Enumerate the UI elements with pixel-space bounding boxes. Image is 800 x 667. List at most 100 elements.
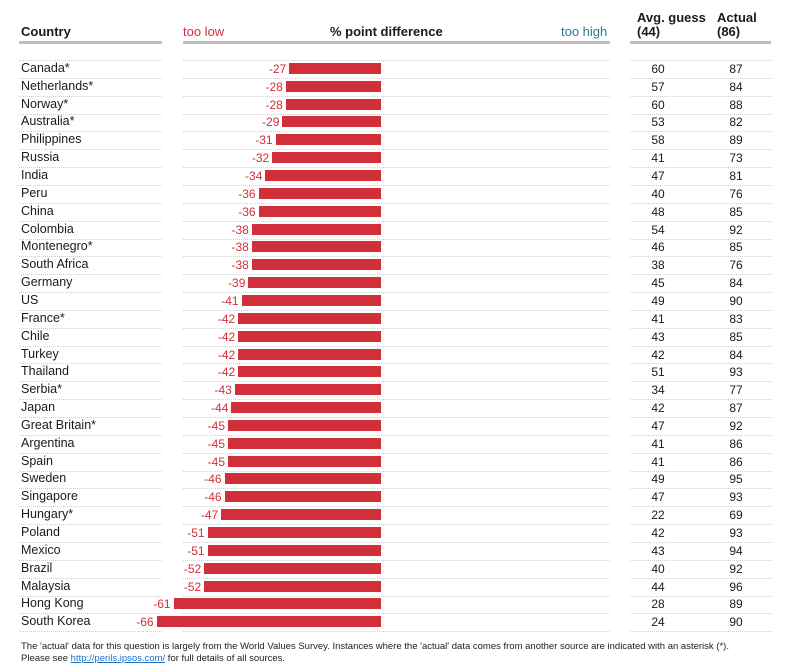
- row-separator: [630, 524, 771, 525]
- bar: [173, 598, 381, 609]
- row-separator: [19, 613, 162, 614]
- country-label: Thailand: [21, 364, 69, 378]
- sources-link[interactable]: http://perils.ipsos.com/: [70, 653, 166, 664]
- data-label: -51: [187, 526, 205, 540]
- data-label: -66: [136, 615, 154, 629]
- row-separator: [630, 310, 771, 311]
- avg-guess-value: 58: [651, 133, 665, 147]
- row-separator: [183, 381, 610, 382]
- country-label: Philippines: [21, 132, 82, 146]
- data-label: -45: [207, 419, 225, 433]
- data-label: -28: [265, 98, 283, 112]
- row-separator: [630, 221, 771, 222]
- country-label: France*: [21, 311, 65, 325]
- country-label: Poland: [21, 525, 60, 539]
- row-separator: [630, 417, 771, 418]
- row-separator: [183, 203, 610, 204]
- data-label: -44: [211, 401, 229, 415]
- avg-guess-value: 45: [651, 276, 665, 290]
- actual-value: 84: [729, 276, 743, 290]
- avg-guess-value: 41: [651, 437, 665, 451]
- actual-value: 84: [729, 348, 743, 362]
- row-separator: [19, 131, 162, 132]
- actual-value: 92: [729, 223, 743, 237]
- row-separator: [630, 185, 771, 186]
- bar: [234, 384, 381, 395]
- row-separator: [630, 381, 771, 382]
- data-label: -43: [214, 383, 232, 397]
- row-separator: [630, 488, 771, 489]
- data-label: -47: [200, 508, 219, 522]
- footnote-line1: The 'actual' data for this question is l…: [21, 641, 729, 652]
- row-separator: [19, 256, 162, 257]
- bar: [221, 509, 381, 520]
- row-separator: [630, 114, 771, 115]
- actual-value: 92: [729, 419, 743, 433]
- data-label: -46: [204, 472, 222, 486]
- row-separator: [19, 417, 162, 418]
- row-separator: [630, 631, 771, 632]
- country-label: Germany: [21, 275, 73, 289]
- footnote: The 'actual' data for this question is l…: [21, 641, 781, 665]
- row-separator: [19, 363, 162, 364]
- footnote-line2-after: for full details of all sources.: [165, 653, 286, 664]
- data-label: -36: [238, 205, 256, 219]
- row-separator: [19, 542, 162, 543]
- row-separator: [630, 328, 771, 329]
- avg-guess-value: 42: [651, 401, 665, 415]
- row-separator: [630, 274, 771, 275]
- avg-guess-value: 22: [651, 508, 665, 522]
- row-separator: [19, 435, 162, 436]
- row-separator: [183, 185, 610, 186]
- actual-value: 87: [729, 62, 743, 76]
- bar: [285, 81, 381, 92]
- bar: [289, 63, 381, 74]
- avg-guess-value: 47: [651, 490, 665, 504]
- row-separator: [183, 363, 610, 364]
- bar: [207, 527, 381, 538]
- data-label: -51: [187, 544, 205, 558]
- actual-value: 90: [729, 294, 743, 308]
- row-separator: [183, 131, 610, 132]
- row-separator: [183, 560, 610, 561]
- avg-guess-value: 44: [651, 580, 665, 594]
- bar: [258, 188, 381, 199]
- country-label: Turkey: [21, 347, 59, 361]
- data-label: -52: [183, 580, 202, 594]
- actual-value: 93: [729, 490, 743, 504]
- bar: [258, 206, 381, 217]
- actual-value: 88: [729, 98, 743, 112]
- actual-value: 76: [729, 187, 743, 201]
- data-label: -61: [153, 597, 171, 611]
- row-separator: [630, 149, 771, 150]
- row-separator: [183, 60, 610, 61]
- country-label: South Africa: [21, 257, 89, 271]
- row-separator: [183, 256, 610, 257]
- avg-guess-value: 41: [651, 151, 665, 165]
- row-separator: [19, 114, 162, 115]
- row-separator: [183, 346, 610, 347]
- bar: [238, 366, 381, 377]
- row-separator: [19, 239, 162, 240]
- row-separator: [183, 221, 610, 222]
- actual-value: 83: [729, 312, 743, 326]
- bar: [251, 241, 381, 252]
- avg-guess-value: 24: [651, 615, 665, 629]
- row-separator: [630, 131, 771, 132]
- country-label: Great Britain*: [21, 418, 97, 432]
- row-separator: [630, 96, 771, 97]
- header-country: Country: [21, 24, 71, 39]
- country-label: Brazil: [21, 561, 53, 575]
- row-separator: [183, 453, 610, 454]
- header-actual-line1: Actual: [717, 10, 757, 25]
- avg-guess-value: 49: [651, 294, 665, 308]
- row-separator: [19, 346, 162, 347]
- footnote-line2-before: Please see: [21, 653, 71, 664]
- row-separator: [630, 292, 771, 293]
- data-label: -41: [221, 294, 239, 308]
- avg-guess-value: 40: [651, 187, 665, 201]
- row-separator: [630, 256, 771, 257]
- avg-guess-value: 46: [651, 240, 665, 254]
- avg-guess-value: 60: [651, 62, 665, 76]
- row-separator: [630, 239, 771, 240]
